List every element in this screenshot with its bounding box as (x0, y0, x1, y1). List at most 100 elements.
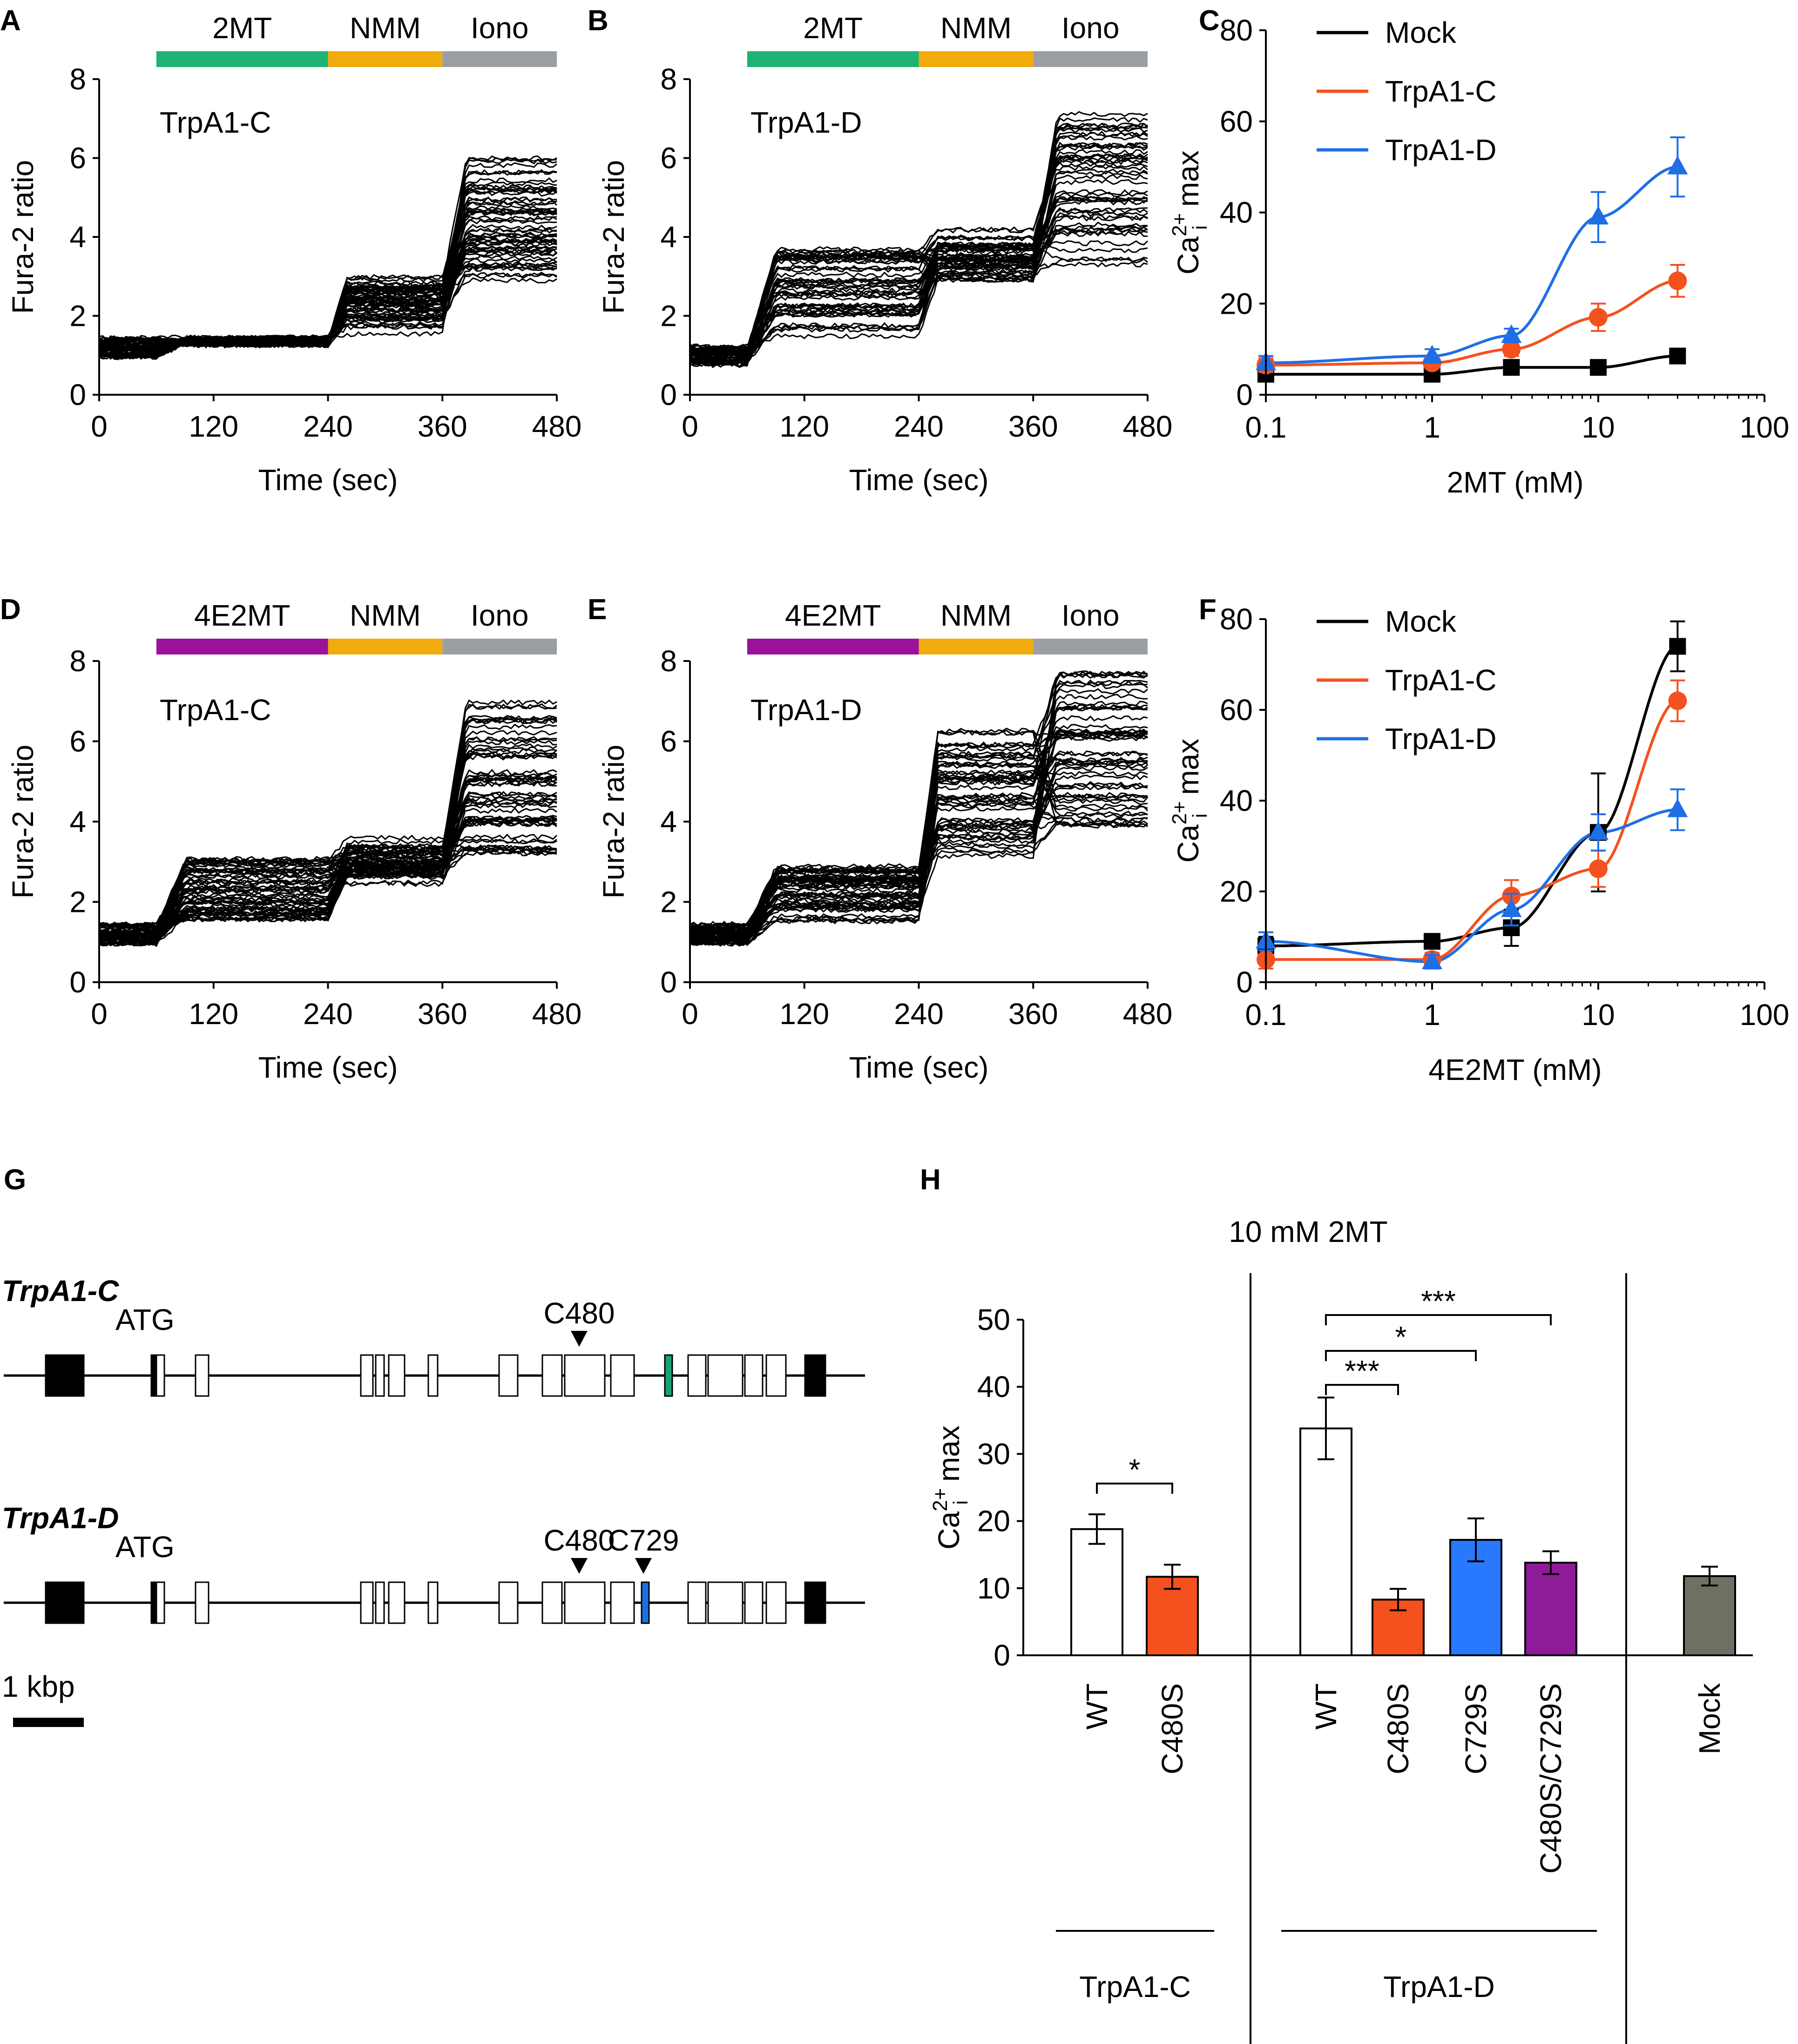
cell-line-title-e: TrpA1-D (750, 693, 862, 727)
trace-line (99, 207, 557, 353)
exon-g0 (427, 1354, 439, 1397)
exon-g0 (541, 1354, 563, 1397)
stimulus-label-d-0: 4E2MT (194, 599, 290, 632)
y-tick-label-h: 40 (977, 1370, 1010, 1403)
gene-name-g1: TrpA1-D (2, 1501, 119, 1535)
stimulus-bar-b-1 (919, 51, 1034, 67)
data-point-square (1669, 638, 1686, 655)
y-tick-label-d: 8 (69, 644, 86, 678)
y-tick-label-h: 10 (977, 1572, 1010, 1605)
trace-line (99, 272, 557, 360)
data-point-triangle (1667, 798, 1688, 817)
traces-a (98, 155, 558, 360)
x-tick-label-f: 100 (1740, 998, 1790, 1032)
trace-line (689, 226, 1148, 363)
y-tick-label-b: 2 (660, 299, 677, 333)
x-tick-label-a: 120 (189, 410, 238, 443)
data-point-triangle (1422, 951, 1442, 970)
y-axis-title-text-a: Fura-2 ratio (6, 160, 40, 314)
y-axis-title-text-e: Fura-2 ratio (597, 745, 630, 899)
exon-g0 (498, 1354, 519, 1397)
category-label-2: WT (1309, 1683, 1343, 1730)
trace-line (689, 153, 1148, 351)
data-point-square (1424, 933, 1440, 950)
trace-line (99, 257, 557, 343)
fit-curve-f-1 (1266, 699, 1678, 961)
trace-line (99, 743, 557, 941)
atg-label-g1: ATG (115, 1530, 175, 1564)
stimulus-bar-d-0 (156, 639, 328, 654)
exon-g0 (195, 1354, 210, 1397)
trace-line (99, 177, 557, 346)
stimulus-bar-a-0 (156, 51, 328, 67)
legend-label-c-2: TrpA1-D (1385, 133, 1496, 167)
exon-g1 (610, 1581, 635, 1624)
category-label-3: C480S (1381, 1683, 1415, 1774)
category-label-4: C729S (1459, 1683, 1493, 1774)
x-tick-label-f: 1 (1424, 998, 1440, 1032)
panel-label-b: B (588, 5, 608, 37)
x-axis-title-f: 4E2MT (mM) (1428, 1053, 1602, 1086)
stimulus-bar-a-2 (442, 51, 557, 67)
y-tick-label-b: 6 (660, 142, 677, 175)
y-axis-title-text-b: Fura-2 ratio (597, 160, 630, 314)
x-tick-label-a: 480 (532, 410, 582, 443)
significance-label-0: * (1129, 1453, 1141, 1486)
trace-line (689, 234, 1148, 351)
exon-utr-g1 (155, 1581, 165, 1624)
category-label-text-4: C729S (1459, 1683, 1493, 1774)
panel-label-h: H (920, 1164, 941, 1196)
trace-line (99, 158, 557, 345)
y-tick-label-e: 8 (660, 644, 677, 678)
trace-line (689, 734, 1148, 945)
trace-line (689, 228, 1148, 353)
y-tick-label-a: 6 (69, 142, 86, 175)
group-label-1: TrpA1-D (1383, 1970, 1494, 2004)
data-point-circle (1668, 271, 1687, 290)
scale-bar-icon (13, 1718, 84, 1727)
y-tick-label-c: 60 (1220, 105, 1253, 138)
y-tick-label-c: 40 (1220, 196, 1253, 229)
fit-curve-c-2 (1266, 165, 1678, 364)
y-tick-label-e: 4 (660, 805, 677, 838)
x-tick-label-c: 0.1 (1245, 411, 1287, 444)
y-axis-title-b: Fura-2 ratio (597, 160, 630, 314)
category-label-text-0: WT (1080, 1683, 1114, 1730)
trace-line (689, 756, 1148, 933)
panel-label-g: G (4, 1164, 26, 1196)
exon-utr-g0 (155, 1354, 165, 1397)
y-tick-label-f: 60 (1220, 693, 1253, 727)
x-axis-title-b: Time (sec) (849, 463, 989, 497)
x-tick-label-b: 360 (1008, 410, 1058, 443)
data-point-circle (1589, 859, 1608, 878)
y-tick-label-d: 6 (69, 725, 86, 758)
scale-bar-label: 1 kbp (2, 1670, 75, 1703)
exon-g0 (610, 1354, 635, 1397)
gene-name-g0: TrpA1-C (2, 1274, 119, 1308)
x-tick-label-d: 240 (303, 997, 353, 1031)
panel-label-e: E (588, 594, 607, 626)
stimulus-bar-d-2 (442, 639, 557, 654)
stimulus-bar-a-1 (328, 51, 443, 67)
x-tick-label-d: 480 (532, 997, 582, 1031)
data-point-triangle (1422, 344, 1442, 364)
y-tick-label-d: 2 (69, 885, 86, 919)
category-label-1: C480S (1156, 1683, 1189, 1774)
y-tick-label-b: 0 (660, 378, 677, 411)
data-point-triangle (1501, 898, 1522, 917)
significance-bracket-1 (1325, 1384, 1399, 1395)
trace-line (98, 807, 557, 930)
ylabel-ca: Ca (932, 1511, 966, 1550)
ylabel-max: max (1171, 150, 1205, 215)
y-tick-label-b: 4 (660, 220, 677, 254)
exon-g0 (804, 1354, 826, 1397)
y-tick-label-a: 0 (69, 378, 86, 411)
fit-curve-c-1 (1266, 279, 1678, 367)
significance-label-2: * (1395, 1320, 1407, 1354)
stimulus-label-e-2: Iono (1061, 599, 1120, 632)
bar-0 (1070, 1528, 1123, 1657)
traces-b (689, 111, 1149, 368)
site-label-g1-0: C480 (544, 1524, 615, 1557)
cell-line-title-a: TrpA1-C (160, 106, 271, 139)
exon-g0 (765, 1354, 787, 1397)
